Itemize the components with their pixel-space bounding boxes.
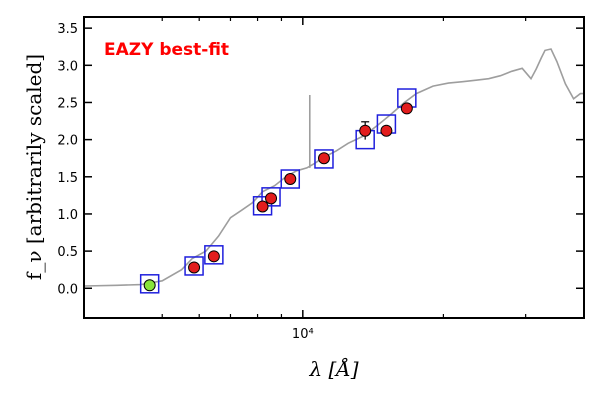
plot-area [84,17,584,318]
axis-ticks: 0.0 0.5 1.0 1.5 2.0 2.5 3.0 3.5 10⁴ [57,17,584,342]
y-tick-label: 0.0 [57,282,78,297]
x-tick-label: 10⁴ [292,327,314,342]
model-flux-box [314,149,334,169]
annotation-eazy-best-fit: EAZY best-fit [104,40,229,60]
y-axis-label: f_ν [arbitrarily scaled] [22,54,46,280]
model-flux-box [204,245,224,265]
observed-flux-point [317,152,330,165]
x-axis-label: λ [Å] [308,356,358,381]
observed-flux-point [284,173,297,186]
y-tick-label: 1.0 [57,208,78,223]
observed-flux-point [380,124,393,137]
observed-flux-point [143,279,156,292]
y-tick-label: 0.5 [57,245,78,260]
observed-flux-point [188,261,201,274]
model-flux-box [139,274,160,294]
observed-flux-point [359,124,372,137]
plot-frame [83,16,585,319]
observed-flux-point [400,102,413,115]
observed-flux-point [256,200,269,213]
model-flux-box [184,256,204,276]
observed-flux-point [265,192,278,205]
y-tick-label: 2.5 [57,96,78,111]
model-flux-box [280,169,301,189]
y-tick-label: 3.5 [57,22,78,37]
observed-flux-point [207,250,220,263]
model-flux-box [261,187,281,207]
y-tick-label: 2.0 [57,134,78,149]
y-tick-label: 3.0 [57,59,78,74]
y-tick-label: 1.5 [57,171,78,186]
data-layer [84,48,584,294]
model-spectrum-line [84,48,584,287]
